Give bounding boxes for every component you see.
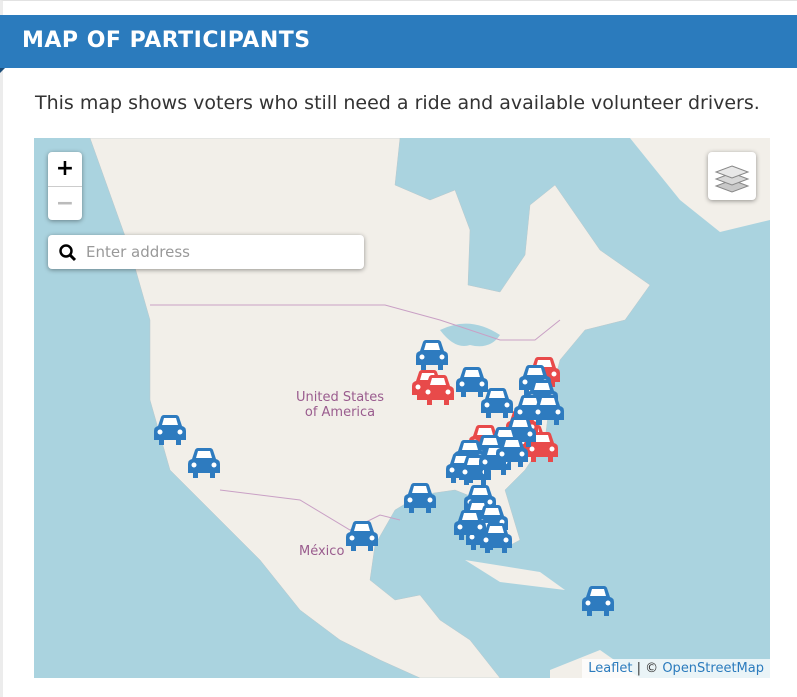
leaflet-link[interactable]: Leaflet <box>588 661 633 676</box>
zoom-in[interactable]: + <box>55 156 75 181</box>
zoom-out[interactable]: − <box>48 186 82 221</box>
map[interactable]: United States of America México + − Enter… <box>34 138 770 678</box>
zoom-control: + − <box>48 152 82 220</box>
country-label-line: of America <box>304 405 376 420</box>
country-label: México <box>299 544 345 559</box>
participant-marker[interactable] <box>481 388 513 418</box>
country-label-line: United States <box>296 390 385 405</box>
osm-link[interactable]: OpenStreetMap <box>662 661 764 676</box>
lake <box>440 323 500 347</box>
participant-marker[interactable] <box>154 415 186 445</box>
participant-marker[interactable] <box>416 340 448 370</box>
participant-marker[interactable] <box>582 586 614 616</box>
attribution-separator: | © <box>636 661 659 676</box>
country-label: United States of America <box>296 390 384 420</box>
border <box>150 304 561 531</box>
header: MAP OF PARTICIPANTS <box>0 15 797 68</box>
search-placeholder: Enter address <box>86 243 190 261</box>
participant-marker[interactable] <box>188 448 220 478</box>
layers-button[interactable] <box>708 152 756 200</box>
header-fold <box>0 68 5 73</box>
participant-marker[interactable] <box>456 367 488 397</box>
search-icon <box>59 244 77 262</box>
header-title: MAP OF PARTICIPANTS <box>22 28 311 53</box>
markers <box>154 340 614 616</box>
attribution: Leaflet | © OpenStreetMap <box>582 659 770 678</box>
participant-marker[interactable] <box>404 483 436 513</box>
participant-marker[interactable] <box>346 521 378 551</box>
layers-icon <box>714 165 750 193</box>
search-box[interactable]: Enter address <box>48 235 364 269</box>
description: This map shows voters who still need a r… <box>35 92 760 114</box>
land <box>465 560 565 590</box>
